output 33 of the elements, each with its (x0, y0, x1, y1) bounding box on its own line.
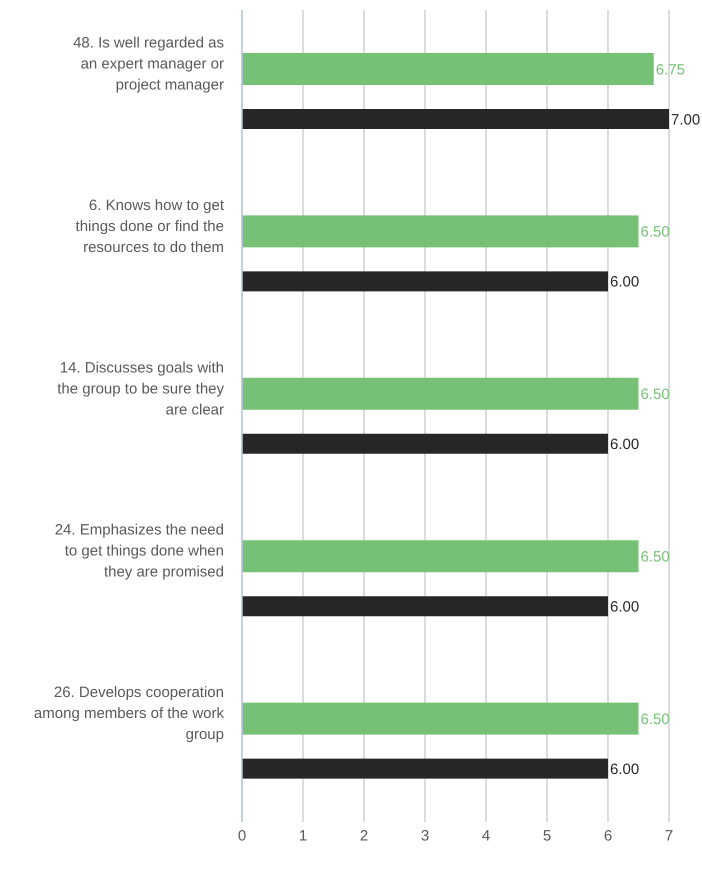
x-tick-label: 7 (664, 828, 674, 845)
x-tick-label: 5 (542, 828, 552, 845)
y-tick-label: 26. Develops cooperation among members of the work group (34, 684, 224, 744)
x-tick-label: 1 (298, 828, 308, 845)
bar (242, 434, 608, 454)
data-label: 6.00 (610, 436, 640, 454)
bar (242, 109, 669, 129)
data-label: 6.00 (610, 274, 640, 291)
data-label: 6.00 (610, 760, 640, 778)
bar (242, 596, 608, 616)
data-label: 6.00 (610, 598, 640, 616)
y-tick-label: 6. Knows how to get things done or find the resources to do them (76, 196, 225, 256)
bar (242, 53, 654, 85)
bar (242, 702, 638, 735)
bar (242, 271, 608, 292)
y-tick-label: 14. Discusses goals with the group to be sure they are clear (57, 359, 224, 418)
x-tick-label: 0 (238, 828, 246, 845)
data-label: 6.50 (640, 548, 670, 566)
bar (242, 215, 638, 248)
x-tick-label: 3 (420, 828, 430, 845)
y-tick-label: 24. Emphasizes the need to get things done when they are promised (54, 522, 224, 581)
x-tick-label: 2 (360, 828, 368, 845)
x-tick-label: 4 (482, 828, 490, 845)
data-label: 6.75 (656, 61, 685, 78)
data-label: 6.50 (640, 710, 670, 728)
bar (242, 758, 608, 779)
y-tick-label: 48. Is well regarded as an expert manager or project manager (73, 34, 224, 94)
x-tick-label: 6 (604, 828, 612, 845)
bar (242, 540, 638, 572)
data-label: 7.00 (671, 111, 700, 128)
data-label: 6.50 (640, 386, 670, 404)
data-label: 6.50 (640, 224, 670, 241)
bar (242, 378, 638, 410)
